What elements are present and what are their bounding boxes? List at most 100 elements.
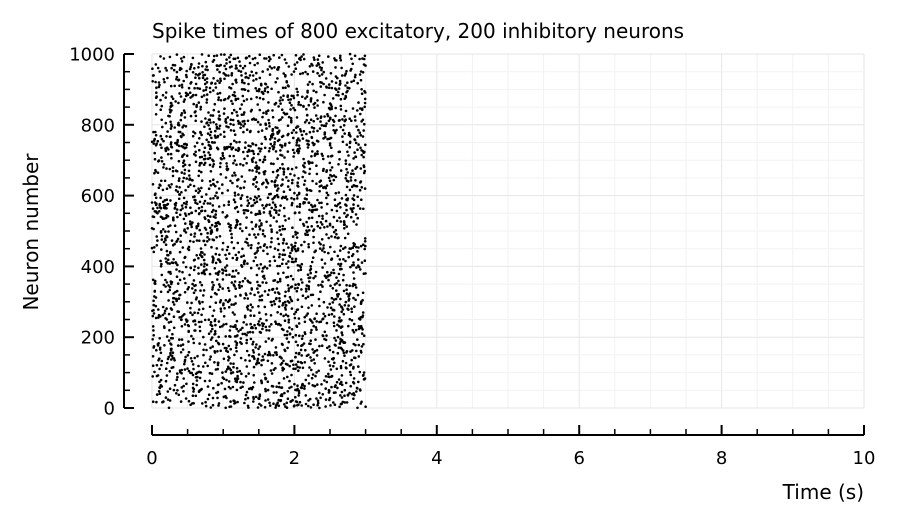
spike-point (152, 130, 155, 134)
spike-point (303, 332, 307, 336)
spike-point (186, 324, 190, 327)
spike-point (301, 334, 305, 338)
spike-point (292, 94, 295, 98)
spike-point (188, 220, 192, 223)
spike-point (316, 399, 320, 403)
spike-point (176, 389, 179, 392)
spike-point (359, 402, 363, 405)
spike-point (315, 139, 319, 143)
spike-point (173, 224, 177, 227)
spike-point (252, 340, 255, 344)
spike-point (332, 129, 336, 132)
spike-point (317, 283, 320, 287)
spike-point (290, 201, 294, 205)
spike-point (280, 108, 284, 111)
spike-point (339, 59, 343, 62)
spike-point (308, 280, 311, 283)
spike-point (347, 251, 351, 254)
spike-point (192, 367, 195, 371)
spike-point (209, 130, 213, 134)
spike-point (313, 384, 316, 388)
spike-point (224, 370, 228, 373)
spike-point (165, 335, 169, 338)
spike-point (278, 299, 282, 303)
spike-point (312, 56, 316, 59)
spike-point (282, 359, 285, 363)
spike-point (206, 68, 209, 72)
spike-point (230, 99, 233, 103)
spike-point (270, 303, 274, 307)
spike-point (170, 308, 174, 311)
spike-point (238, 227, 242, 230)
spike-point (309, 265, 313, 268)
spike-point (266, 388, 270, 392)
spike-point (244, 56, 248, 60)
spike-point (360, 198, 363, 201)
spike-point (255, 197, 259, 200)
spike-point (254, 213, 257, 216)
spike-point (299, 278, 303, 281)
spike-point (171, 63, 175, 67)
spike-point (276, 68, 280, 71)
spike-point (352, 194, 356, 197)
spike-point (229, 145, 232, 149)
spike-point (197, 66, 200, 69)
spike-point (151, 207, 155, 210)
spike-point (226, 286, 230, 290)
spike-point (203, 199, 207, 203)
spike-point (158, 380, 161, 384)
spike-point (332, 215, 336, 219)
spike-point (278, 166, 282, 170)
spike-point (348, 317, 352, 321)
spike-point (222, 112, 226, 115)
spike-point (169, 320, 173, 324)
spike-point (216, 258, 220, 261)
spike-point (234, 287, 237, 291)
spike-point (237, 251, 241, 254)
spike-point (197, 191, 200, 195)
spike-point (236, 56, 240, 60)
spike-point (257, 195, 261, 198)
spike-point (331, 350, 335, 354)
spike-point (234, 346, 238, 350)
spike-point (184, 231, 188, 234)
spike-point (261, 229, 265, 232)
spike-point (187, 185, 190, 188)
spike-point (282, 173, 286, 176)
spike-point (303, 197, 307, 200)
spike-point (242, 254, 245, 257)
spike-point (191, 313, 194, 317)
spike-point (202, 163, 206, 166)
spike-point (241, 332, 244, 336)
spike-point (200, 120, 203, 123)
spike-point (346, 394, 350, 397)
spike-point (195, 379, 199, 382)
spike-point (314, 374, 317, 378)
spike-point (160, 160, 164, 163)
spike-point (191, 71, 195, 74)
spike-point (208, 371, 212, 375)
spike-point (267, 101, 270, 104)
spike-point (255, 251, 258, 254)
spike-point (352, 79, 356, 82)
spike-point (264, 376, 267, 380)
spike-point (285, 242, 288, 245)
spike-point (180, 315, 183, 319)
spike-point (160, 179, 163, 183)
spike-point (224, 74, 228, 77)
spike-point (275, 211, 278, 215)
spike-point (206, 235, 209, 239)
spike-point (263, 234, 267, 238)
spike-point (352, 184, 356, 187)
spike-point (315, 90, 318, 94)
spike-point (352, 397, 355, 401)
spike-point (320, 68, 323, 72)
spike-point (206, 214, 210, 218)
spike-point (218, 124, 222, 128)
spike-point (289, 274, 293, 278)
spike-point (258, 108, 262, 112)
spike-point (214, 86, 218, 89)
spike-point (254, 346, 257, 349)
spike-point (306, 295, 310, 299)
spike-point (266, 398, 270, 401)
